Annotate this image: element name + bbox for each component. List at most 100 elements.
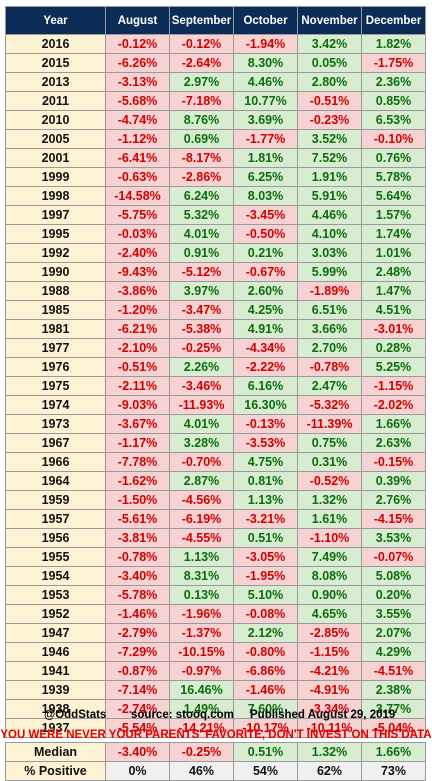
column-header: November (297, 6, 362, 35)
return-cell: -0.50% (233, 224, 298, 244)
published-date: Published August 29, 2019 (250, 709, 396, 721)
return-cell: -0.08% (233, 604, 298, 624)
return-cell: 1.01% (361, 243, 426, 263)
return-cell: 6.25% (233, 167, 298, 187)
return-cell: -2.86% (169, 167, 234, 187)
return-cell: 8.76% (169, 110, 234, 130)
column-header: Year (5, 6, 106, 35)
table-row: 1952 -1.46% -1.96% -0.08% 4.65% 3.55% (5, 604, 426, 624)
return-cell: -0.51% (105, 357, 170, 377)
year-cell: 1985 (5, 300, 106, 320)
year-cell: 1997 (5, 205, 106, 225)
return-cell: -3.13% (105, 72, 170, 92)
return-cell: 4.10% (297, 224, 362, 244)
return-cell: 2.26% (169, 357, 234, 377)
return-cell: -5.12% (169, 262, 234, 282)
table-row: 1947 -2.79% -1.37% 2.12% -2.85% 2.07% (5, 623, 426, 643)
return-cell: 0.31% (297, 452, 362, 472)
table-row: 1937 -5.54% -14.21% -10.17% -10.11% -5.04% (5, 718, 426, 738)
return-cell: 1.13% (233, 490, 298, 510)
return-cell: 4.01% (169, 224, 234, 244)
return-cell: 5.99% (297, 262, 362, 282)
year-cell: 1998 (5, 186, 106, 206)
return-cell: -3.67% (105, 414, 170, 434)
table-row: 1985 -1.20% -3.47% 4.25% 6.51% 4.51% (5, 300, 426, 320)
return-cell: 2.07% (361, 623, 426, 643)
return-cell: 2.47% (297, 376, 362, 396)
return-cell: -0.63% (105, 167, 170, 187)
table-row: 2013 -3.13% 2.97% 4.46% 2.80% 2.36% (5, 72, 426, 92)
return-cell: -10.17% (233, 718, 298, 738)
return-cell: 3.03% (297, 243, 362, 263)
return-cell: -1.77% (233, 129, 298, 149)
credits-line: @OddStats source: stooq.com Published Au… (0, 709, 432, 725)
return-cell: 0.76% (361, 148, 426, 168)
return-cell: 1.66% (361, 414, 426, 434)
return-cell: 5.78% (361, 167, 426, 187)
return-cell: 0.13% (169, 585, 234, 605)
return-cell: -0.52% (297, 471, 362, 491)
column-header: October (233, 6, 298, 35)
return-cell: -11.39% (297, 414, 362, 434)
year-cell: 1946 (5, 642, 106, 662)
return-cell: -1.95% (233, 566, 298, 586)
return-cell: -1.20% (105, 300, 170, 320)
return-cell: 0.85% (361, 91, 426, 111)
return-cell: -0.03% (105, 224, 170, 244)
return-cell: 1.74% (361, 224, 426, 244)
year-cell: 2011 (5, 91, 106, 111)
return-cell: 8.08% (297, 566, 362, 586)
return-cell: 0.90% (297, 585, 362, 605)
return-cell: -4.74% (105, 110, 170, 130)
return-cell: -3.53% (233, 433, 298, 453)
return-cell: 4.25% (233, 300, 298, 320)
return-cell: -0.13% (233, 414, 298, 434)
table-row: 1955 -0.78% 1.13% -3.05% 7.49% -0.07% (5, 547, 426, 567)
return-cell: -5.61% (105, 509, 170, 529)
return-cell: -2.64% (169, 53, 234, 73)
table-row: 2005 -1.12% 0.69% -1.77% 3.52% -0.10% (5, 129, 426, 149)
table-row: 1946 -7.29% -10.15% -0.80% -1.15% 4.29% (5, 642, 426, 662)
return-cell: -6.19% (169, 509, 234, 529)
return-cell: -14.58% (105, 186, 170, 206)
return-cell: 2.87% (169, 471, 234, 491)
return-cell: -3.86% (105, 281, 170, 301)
year-cell: 1964 (5, 471, 106, 491)
return-cell: 1.91% (297, 167, 362, 187)
return-cell: 5.32% (169, 205, 234, 225)
year-cell: 1990 (5, 262, 106, 282)
return-cell: 1.32% (297, 490, 362, 510)
return-cell: -3.47% (169, 300, 234, 320)
return-cell: -4.55% (169, 528, 234, 548)
return-cell: -1.46% (233, 680, 298, 700)
return-cell: -0.12% (169, 34, 234, 54)
year-cell: 1995 (5, 224, 106, 244)
percent-positive-row: % Positive 0% 46% 54% 62% 73% (5, 761, 426, 781)
table-row: 1992 -2.40% 0.91% 0.21% 3.03% 1.01% (5, 243, 426, 263)
table-body: 2016 -0.12% -0.12% -1.94% 3.42% 1.82% 2015 -6.2… (5, 34, 426, 781)
return-cell: -1.12% (105, 129, 170, 149)
return-cell: 4.46% (297, 205, 362, 225)
return-cell: 0.39% (361, 471, 426, 491)
table-row: 1997 -5.75% 5.32% -3.45% 4.46% 1.57% (5, 205, 426, 225)
table-row: 1974 -9.03% -11.93% 16.30% -5.32% -2.02% (5, 395, 426, 415)
return-cell: 0.75% (297, 433, 362, 453)
return-cell: 0.20% (361, 585, 426, 605)
summary-label: Median (5, 742, 106, 762)
return-cell: -0.51% (297, 91, 362, 111)
return-cell: -7.29% (105, 642, 170, 662)
return-cell: -3.81% (105, 528, 170, 548)
table-row: 1976 -0.51% 2.26% -2.22% -0.78% 5.25% (5, 357, 426, 377)
return-cell: 6.51% (297, 300, 362, 320)
return-cell: 2.76% (361, 490, 426, 510)
table-row: 2011 -5.68% -7.18% 10.77% -0.51% 0.85% (5, 91, 426, 111)
table-row: 1956 -3.81% -4.55% 0.51% -1.10% 3.53% (5, 528, 426, 548)
return-cell: -1.89% (297, 281, 362, 301)
table-row: 1973 -3.67% 4.01% -0.13% -11.39% 1.66% (5, 414, 426, 434)
return-cell: -3.40% (105, 566, 170, 586)
return-cell: -3.05% (233, 547, 298, 567)
return-cell: -3.21% (233, 509, 298, 529)
percent-positive-cell: 0% (105, 761, 170, 781)
return-cell: -1.15% (361, 376, 426, 396)
return-cell: -4.56% (169, 490, 234, 510)
